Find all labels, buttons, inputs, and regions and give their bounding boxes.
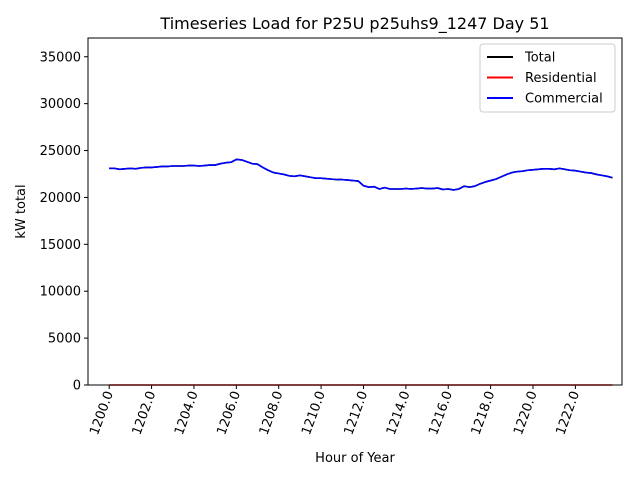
legend-label: Commercial bbox=[525, 92, 603, 107]
chart-title: Timeseries Load for P25U p25uhs9_1247 Da… bbox=[159, 14, 549, 34]
y-axis-label: kW total bbox=[14, 184, 29, 238]
y-tick-label: 20000 bbox=[40, 191, 81, 206]
legend: Total Residential Commercial bbox=[479, 43, 616, 113]
y-tick-label: 10000 bbox=[40, 285, 81, 300]
y-tick-label: 0 bbox=[73, 379, 81, 394]
x-axis-label: Hour of Year bbox=[315, 451, 395, 466]
y-tick-label: 30000 bbox=[40, 97, 81, 112]
series-line-commercial bbox=[109, 158, 613, 191]
y-tick-label: 15000 bbox=[40, 238, 81, 253]
y-tick-label: 5000 bbox=[48, 332, 81, 347]
plot-frame bbox=[87, 37, 623, 386]
legend-label: Total bbox=[524, 51, 555, 66]
legend-label: Residential bbox=[525, 71, 597, 86]
y-tick-label: 35000 bbox=[40, 50, 81, 65]
y-tick-label: 25000 bbox=[40, 144, 81, 159]
y-axis-ticks: 0 5000 10000 15000 20000 25000 30000 35000 bbox=[40, 50, 88, 394]
legend-frame bbox=[479, 43, 616, 113]
